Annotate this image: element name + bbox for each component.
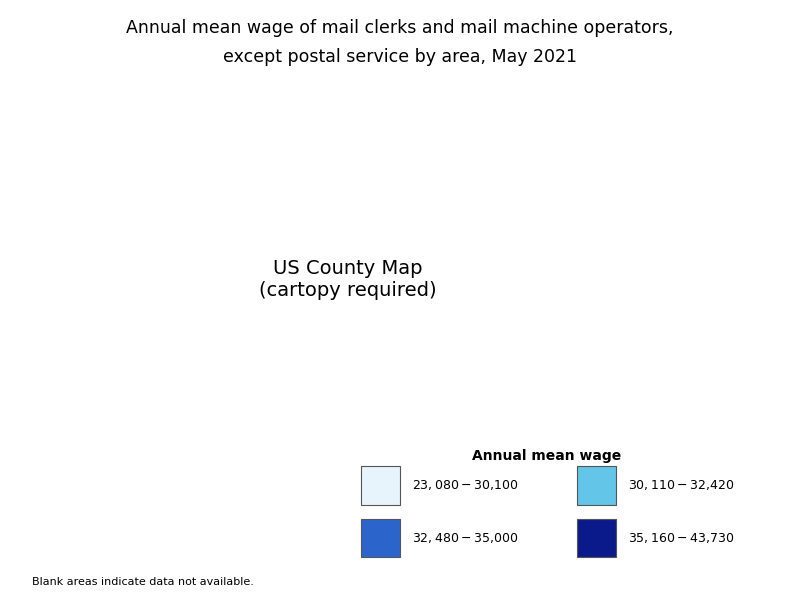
- Text: $35,160 - $43,730: $35,160 - $43,730: [629, 531, 735, 545]
- Bar: [577, 519, 615, 557]
- Text: except postal service by area, May 2021: except postal service by area, May 2021: [223, 48, 577, 66]
- Text: Annual mean wage: Annual mean wage: [472, 449, 621, 463]
- Text: US County Map
(cartopy required): US County Map (cartopy required): [259, 259, 437, 299]
- Text: $30,110 - $32,420: $30,110 - $32,420: [629, 478, 735, 493]
- Bar: [577, 466, 615, 505]
- Bar: [361, 519, 399, 557]
- Text: $32,480 - $35,000: $32,480 - $35,000: [413, 531, 519, 545]
- Text: Blank areas indicate data not available.: Blank areas indicate data not available.: [32, 577, 254, 587]
- Bar: [361, 466, 399, 505]
- Text: $23,080 - $30,100: $23,080 - $30,100: [413, 478, 519, 493]
- Text: Annual mean wage of mail clerks and mail machine operators,: Annual mean wage of mail clerks and mail…: [126, 19, 674, 37]
